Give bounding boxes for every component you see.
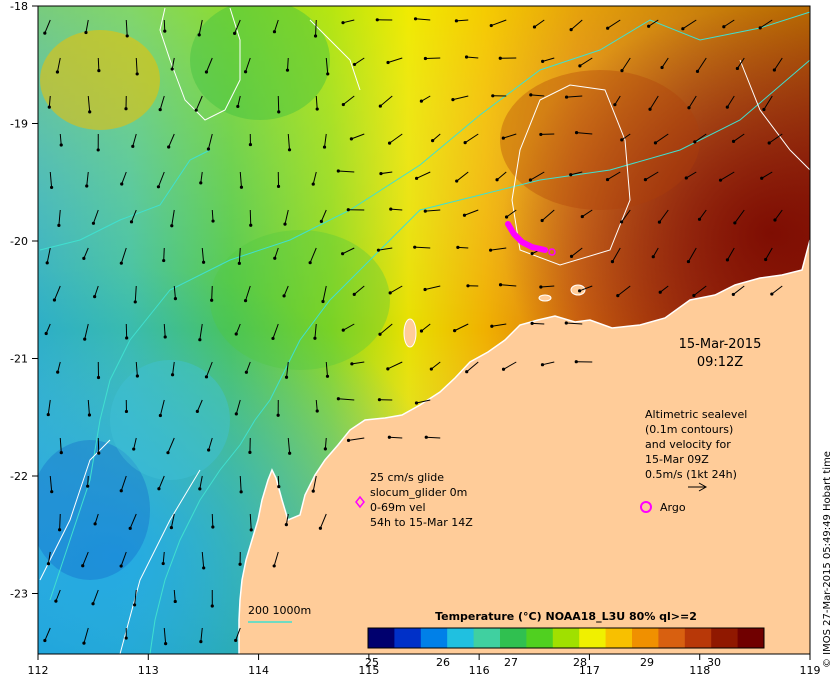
colorbar-tick-label: 27	[504, 656, 518, 669]
velocity-vectors	[43, 17, 783, 646]
colorbar-swatch	[526, 628, 554, 648]
island	[538, 294, 552, 302]
time-label: 09:12Z	[697, 355, 743, 370]
lon-tick-label: 119	[800, 664, 821, 677]
isobaths	[39, 11, 811, 655]
colorbar-swatch	[500, 628, 527, 648]
argo-label: Argo	[660, 501, 686, 514]
credit-text: © IMOS 27-Mar-2015 05:49:49 Hobart time	[822, 451, 833, 668]
colorbar-tick-label: 26	[436, 656, 450, 669]
latitude-axis: -18 -19 -20 -21 -22 -23	[10, 0, 38, 601]
coastline	[238, 239, 811, 654]
argo-symbol	[640, 501, 652, 513]
lat-tick-label: -23	[10, 588, 28, 601]
colorbar-swatch	[632, 628, 659, 648]
colorbar-swatch	[368, 628, 395, 648]
sealevel-note: Altimetric sealevel (0.1m contours) and …	[645, 408, 747, 481]
lat-tick-label: -22	[10, 470, 28, 483]
lon-tick-label: 117	[579, 664, 600, 677]
lat-tick-label: -19	[10, 118, 28, 131]
colorbar-swatch	[447, 628, 475, 648]
glider-legend-line: 54h to 15-Mar 14Z	[370, 516, 473, 529]
colorbar-swatch	[605, 628, 633, 648]
lat-tick-label: -20	[10, 235, 28, 248]
sealevel-note-line: 0.5m/s (1kt 24h)	[645, 468, 737, 481]
depth-legend-label: 200 1000m	[248, 604, 311, 617]
colorbar-tick-label: 29	[640, 656, 654, 669]
map-frame	[37, 5, 811, 655]
longitude-axis: 112 113 114 115 116 117 118 119	[28, 654, 821, 677]
lon-tick-label: 118	[689, 664, 710, 677]
glider-marker	[548, 248, 556, 256]
sealevel-note-line: Altimetric sealevel	[645, 408, 747, 421]
colorbar-swatch	[420, 628, 448, 648]
glider-legend-line: 25 cm/s glide	[370, 471, 444, 484]
sealevel-note-line: (0.1m contours)	[645, 423, 733, 436]
colorbar-swatch	[473, 628, 501, 648]
sealevel-note-line: 15-Mar 09Z	[645, 453, 709, 466]
colorbar-tick-label: 28	[573, 656, 587, 669]
lon-tick-label: 114	[248, 664, 269, 677]
glider-legend: 25 cm/s glide slocum_glider 0m 0-69m vel…	[370, 471, 473, 529]
colorbar-swatch	[552, 628, 580, 648]
date-label: 15-Mar-2015	[679, 337, 762, 352]
colorbar-tick-label: 30	[707, 656, 721, 669]
sealevel-note-line: and velocity for	[645, 438, 731, 451]
lat-tick-label: -21	[10, 353, 28, 366]
colorbar-swatch	[394, 628, 422, 648]
glider-track	[505, 221, 548, 253]
colorbar-swatch	[684, 628, 712, 648]
lon-tick-label: 116	[469, 664, 490, 677]
island	[570, 284, 586, 296]
colorbar-frame	[367, 627, 765, 649]
glider-legend-symbol	[355, 495, 365, 509]
land-mass	[239, 240, 810, 654]
colorbar-swatch	[658, 628, 686, 648]
lon-tick-label: 115	[358, 664, 379, 677]
lon-tick-label: 112	[28, 664, 49, 677]
colorbar-swatch	[579, 628, 607, 648]
colorbar	[368, 628, 765, 648]
colorbar-tick-label: 25	[365, 656, 379, 669]
glider-legend-line: 0-69m vel	[370, 501, 426, 514]
colorbar-swatch	[737, 628, 765, 648]
colorbar-swatch	[711, 628, 739, 648]
scale-arrow	[688, 482, 708, 492]
lon-tick-label: 113	[138, 664, 159, 677]
island	[403, 318, 417, 348]
colorbar-ticks: 25 26 27 28 29 30	[365, 656, 721, 669]
glider-legend-line: slocum_glider 0m	[370, 486, 467, 499]
sealevel-contours	[39, 7, 811, 655]
colorbar-title: Temperature (°C) NOAA18_L3U 80% ql>=2	[435, 610, 697, 623]
lat-tick-label: -18	[10, 0, 28, 13]
